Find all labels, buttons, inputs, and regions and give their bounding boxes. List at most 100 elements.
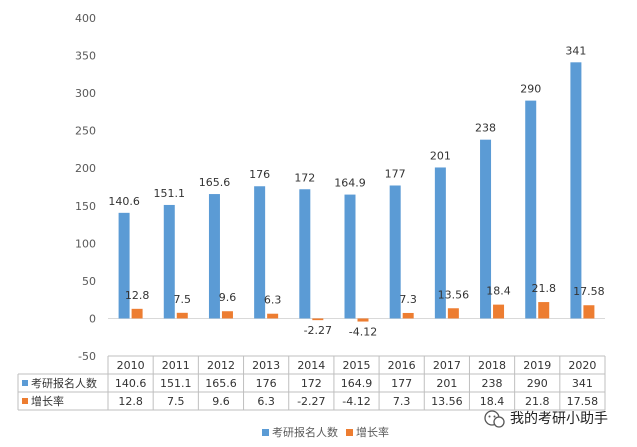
table-series-key bbox=[22, 380, 28, 386]
data-label-growth: 18.4 bbox=[486, 285, 511, 298]
bars bbox=[118, 62, 595, 322]
y-tick-label: 200 bbox=[75, 162, 96, 175]
data-label-applicants: 172 bbox=[294, 171, 315, 184]
bar-2019-growth bbox=[538, 302, 550, 319]
legend-key bbox=[346, 429, 353, 436]
bar-2010-applicants bbox=[118, 212, 130, 319]
table-header-year: 2017 bbox=[433, 359, 461, 372]
bar-2014-growth bbox=[312, 318, 324, 321]
table-cell: 7.3 bbox=[393, 395, 411, 408]
data-label-applicants: 341 bbox=[565, 44, 586, 57]
bar-2010-growth bbox=[131, 308, 143, 319]
bar-2018-applicants bbox=[480, 139, 492, 319]
y-tick-label: 250 bbox=[75, 125, 96, 138]
table-cell: 177 bbox=[391, 377, 412, 390]
legend-entry: 增长率 bbox=[356, 425, 389, 439]
y-tick-label: 350 bbox=[75, 50, 96, 63]
table-cell: 6.3 bbox=[257, 395, 275, 408]
table-cell: 13.56 bbox=[431, 395, 463, 408]
data-label-growth: 17.58 bbox=[573, 285, 605, 298]
bar-2019-applicants bbox=[525, 100, 537, 319]
table-header-year: 2012 bbox=[207, 359, 235, 372]
bar-2017-applicants bbox=[434, 167, 446, 319]
table-cell: -2.27 bbox=[297, 395, 325, 408]
table-series-key bbox=[22, 398, 28, 404]
table-header-year: 2016 bbox=[388, 359, 416, 372]
y-tick-label: 100 bbox=[75, 237, 96, 250]
y-tick-label: 150 bbox=[75, 200, 96, 213]
table-series-name: 考研报名人数 bbox=[31, 376, 97, 390]
bar-2012-applicants bbox=[208, 194, 220, 319]
data-labels: 140.6 12.8 151.1 7.5 165.6 9.6 176 6.3 172 -2.27 1… bbox=[108, 44, 604, 338]
table-header-year: 2014 bbox=[297, 359, 325, 372]
bar-2015-growth bbox=[357, 318, 369, 322]
table-header-year: 2010 bbox=[117, 359, 145, 372]
bar-2020-applicants bbox=[570, 62, 582, 319]
table-cell: -4.12 bbox=[342, 395, 370, 408]
table-cell: 140.6 bbox=[115, 377, 147, 390]
bar-2015-applicants bbox=[344, 194, 356, 319]
table-cell: 18.4 bbox=[480, 395, 505, 408]
table-cell: 176 bbox=[256, 377, 277, 390]
table-header-year: 2019 bbox=[523, 359, 551, 372]
y-tick-label: -50 bbox=[78, 350, 96, 363]
wechat-icon bbox=[484, 410, 505, 428]
bar-2016-growth bbox=[402, 312, 414, 319]
table-header-year: 2011 bbox=[162, 359, 190, 372]
data-label-growth: -4.12 bbox=[349, 326, 377, 339]
data-label-growth: 7.5 bbox=[174, 293, 192, 306]
data-label-applicants: 201 bbox=[430, 149, 451, 162]
data-table: 2010 2011 2012 2013 2014 2015 2016 2017 2018 2019… bbox=[17, 355, 606, 411]
bar-2011-growth bbox=[176, 312, 188, 319]
bar-2013-growth bbox=[267, 313, 279, 319]
y-tick-label: 0 bbox=[89, 312, 96, 325]
data-label-applicants: 140.6 bbox=[108, 195, 140, 208]
legend-entry: 考研报名人数 bbox=[272, 425, 338, 439]
table-header-year: 2020 bbox=[568, 359, 596, 372]
data-label-applicants: 165.6 bbox=[199, 176, 231, 189]
table-cell: 201 bbox=[436, 377, 457, 390]
y-tick-label: 300 bbox=[75, 87, 96, 100]
table-cell: 165.6 bbox=[205, 377, 237, 390]
table-cell: 151.1 bbox=[160, 377, 192, 390]
table-cell: 290 bbox=[527, 377, 548, 390]
data-label-growth: 7.3 bbox=[399, 293, 417, 306]
bar-2018-growth bbox=[493, 304, 505, 319]
y-axis: 400 350 300 250 200 150 100 50 0 -50 bbox=[75, 12, 605, 363]
table-cell: 17.58 bbox=[567, 395, 599, 408]
data-label-growth: 12.8 bbox=[125, 289, 150, 302]
bar-2020-growth bbox=[583, 305, 595, 319]
table-header-year: 2015 bbox=[343, 359, 371, 372]
watermark: 我的考研小助手 bbox=[484, 410, 608, 428]
data-label-growth: -2.27 bbox=[304, 324, 332, 337]
data-label-growth: 13.56 bbox=[438, 288, 470, 301]
bar-2011-applicants bbox=[163, 204, 175, 319]
table-cell: 12.8 bbox=[118, 395, 143, 408]
table-cell: 238 bbox=[482, 377, 503, 390]
data-label-applicants: 151.1 bbox=[154, 187, 186, 200]
table-header-year: 2018 bbox=[478, 359, 506, 372]
table-cell: 9.6 bbox=[212, 395, 230, 408]
y-tick-label: 400 bbox=[75, 12, 96, 25]
legend: 考研报名人数 增长率 bbox=[262, 425, 389, 439]
table-cell: 7.5 bbox=[167, 395, 185, 408]
bar-2012-growth bbox=[221, 311, 233, 319]
bar-2016-applicants bbox=[389, 185, 401, 319]
table-series-name: 增长率 bbox=[31, 394, 64, 408]
data-label-growth: 9.6 bbox=[219, 291, 237, 304]
bar-2017-growth bbox=[447, 308, 459, 319]
table-cell: 21.8 bbox=[525, 395, 550, 408]
data-label-applicants: 176 bbox=[249, 168, 270, 181]
watermark-text: 我的考研小助手 bbox=[510, 411, 608, 427]
data-label-applicants: 177 bbox=[385, 167, 406, 180]
legend-key bbox=[262, 429, 269, 436]
table-cell: 172 bbox=[301, 377, 322, 390]
table-header-year: 2013 bbox=[252, 359, 280, 372]
data-label-growth: 6.3 bbox=[264, 294, 282, 307]
data-label-applicants: 164.9 bbox=[334, 177, 366, 190]
bar-2013-applicants bbox=[254, 186, 266, 319]
data-label-growth: 21.8 bbox=[531, 282, 556, 295]
y-tick-label: 50 bbox=[82, 275, 96, 288]
data-label-applicants: 290 bbox=[520, 83, 541, 96]
